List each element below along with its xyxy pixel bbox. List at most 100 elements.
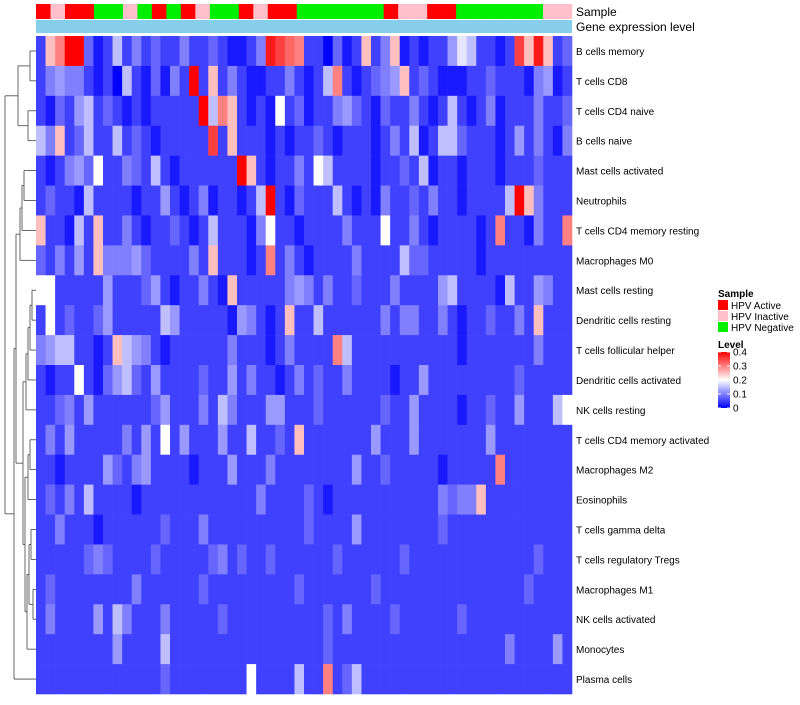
heatmap-cell [476, 36, 487, 67]
heatmap-cell [505, 365, 515, 396]
heatmap-cell [533, 424, 544, 456]
heatmap-cell [150, 155, 161, 186]
heatmap-cell [351, 634, 362, 665]
heatmap-cell [476, 95, 487, 127]
heatmap-cell [237, 65, 247, 97]
heatmap-cell [495, 305, 506, 336]
heatmap-cell [418, 634, 429, 665]
sample-annotation-cell [122, 4, 138, 19]
heatmap-cell [313, 185, 324, 216]
heatmap-cell [74, 574, 85, 605]
heatmap-cell [323, 185, 334, 216]
heatmap-cell [533, 185, 544, 216]
heatmap-cell [217, 574, 228, 605]
heatmap-cell [390, 394, 401, 426]
heatmap-cell [150, 335, 161, 366]
heatmap-cell [371, 664, 381, 695]
heatmap-cell [514, 155, 525, 186]
heatmap-cell [112, 604, 123, 635]
heatmap-cell [150, 125, 161, 156]
heatmap-cell [256, 95, 267, 127]
heatmap-cell [361, 484, 372, 515]
heatmap-cell [64, 454, 75, 485]
heatmap-cell [74, 215, 85, 246]
heatmap-cell [313, 215, 324, 246]
heatmap-cell [275, 65, 286, 97]
heatmap-cell [304, 335, 314, 366]
heatmap-cell [476, 394, 487, 426]
heatmap-cell [256, 634, 267, 665]
heatmap-cell [198, 155, 209, 186]
heatmap-cell [198, 125, 209, 156]
heatmap-cell [495, 454, 506, 485]
heatmap-cell [447, 634, 458, 665]
heatmap-cell [438, 454, 448, 485]
heatmap-cell [447, 574, 458, 605]
heatmap-cell [332, 394, 343, 426]
heatmap-cell [170, 664, 180, 695]
heatmap-cell [524, 514, 535, 545]
heatmap-cell [505, 544, 515, 575]
heatmap-cell [189, 155, 200, 186]
heatmap-cell [505, 574, 515, 605]
heatmap-cell [399, 514, 410, 545]
heatmap-cell [323, 36, 334, 67]
heatmap-cell [227, 95, 238, 127]
heatmap-cell [55, 36, 66, 67]
heatmap-cell [505, 125, 515, 156]
heatmap-cell [466, 424, 477, 456]
heatmap-cell [447, 305, 458, 336]
sample-annotation-cell [427, 4, 442, 19]
heatmap-cell [351, 365, 362, 396]
heatmap-cell [237, 424, 247, 456]
heatmap-cell [304, 424, 314, 456]
heatmap-cell [265, 155, 276, 186]
heatmap-cell [93, 634, 104, 665]
heatmap-cell [457, 36, 468, 67]
heatmap-cell [93, 185, 104, 216]
heatmap-cell [179, 664, 190, 695]
heatmap-cell [466, 36, 477, 67]
heatmap-cell [150, 394, 161, 426]
heatmap-cell [332, 95, 343, 127]
heatmap-cell [198, 394, 209, 426]
heatmap-cell [36, 365, 46, 396]
heatmap-cell [284, 454, 295, 485]
heatmap-cell [284, 185, 295, 216]
heatmap-cell [55, 574, 66, 605]
heatmap-cell [380, 36, 391, 67]
heatmap-cell [256, 65, 267, 97]
heatmap-cell [514, 484, 525, 515]
heatmap-cell [103, 394, 113, 426]
heatmap-cell [131, 125, 142, 156]
heatmap-cell [74, 514, 85, 545]
heatmap-cell [323, 544, 334, 575]
heatmap-cell [332, 335, 343, 366]
heatmap-cell [275, 484, 286, 515]
heatmap-cell [170, 574, 180, 605]
heatmap-cell [495, 95, 506, 127]
heatmap-cell [45, 125, 56, 156]
heatmap-cell [208, 65, 219, 97]
heatmap-cell [304, 394, 314, 426]
heatmap-cell [543, 604, 554, 635]
heatmap-cell [552, 514, 563, 545]
heatmap-cell [495, 365, 506, 396]
heatmap-cell [265, 215, 276, 246]
heatmap-cell [438, 574, 448, 605]
heatmap-cell [284, 245, 295, 276]
heatmap-cell [208, 275, 219, 306]
heatmap-cell [45, 65, 56, 97]
sample-annotation-cell [311, 4, 327, 19]
sample-annotation-cell [412, 4, 428, 19]
heatmap-cell [160, 335, 171, 366]
heatmap-cell [160, 424, 171, 456]
heatmap-cell [466, 634, 477, 665]
heatmap-cell [150, 634, 161, 665]
heatmap-cell [112, 424, 123, 456]
heatmap-cell [170, 95, 180, 127]
heatmap-cell [36, 394, 46, 426]
heatmap-cell [447, 245, 458, 276]
heatmap-cell [150, 604, 161, 635]
heatmap-cell [55, 245, 66, 276]
